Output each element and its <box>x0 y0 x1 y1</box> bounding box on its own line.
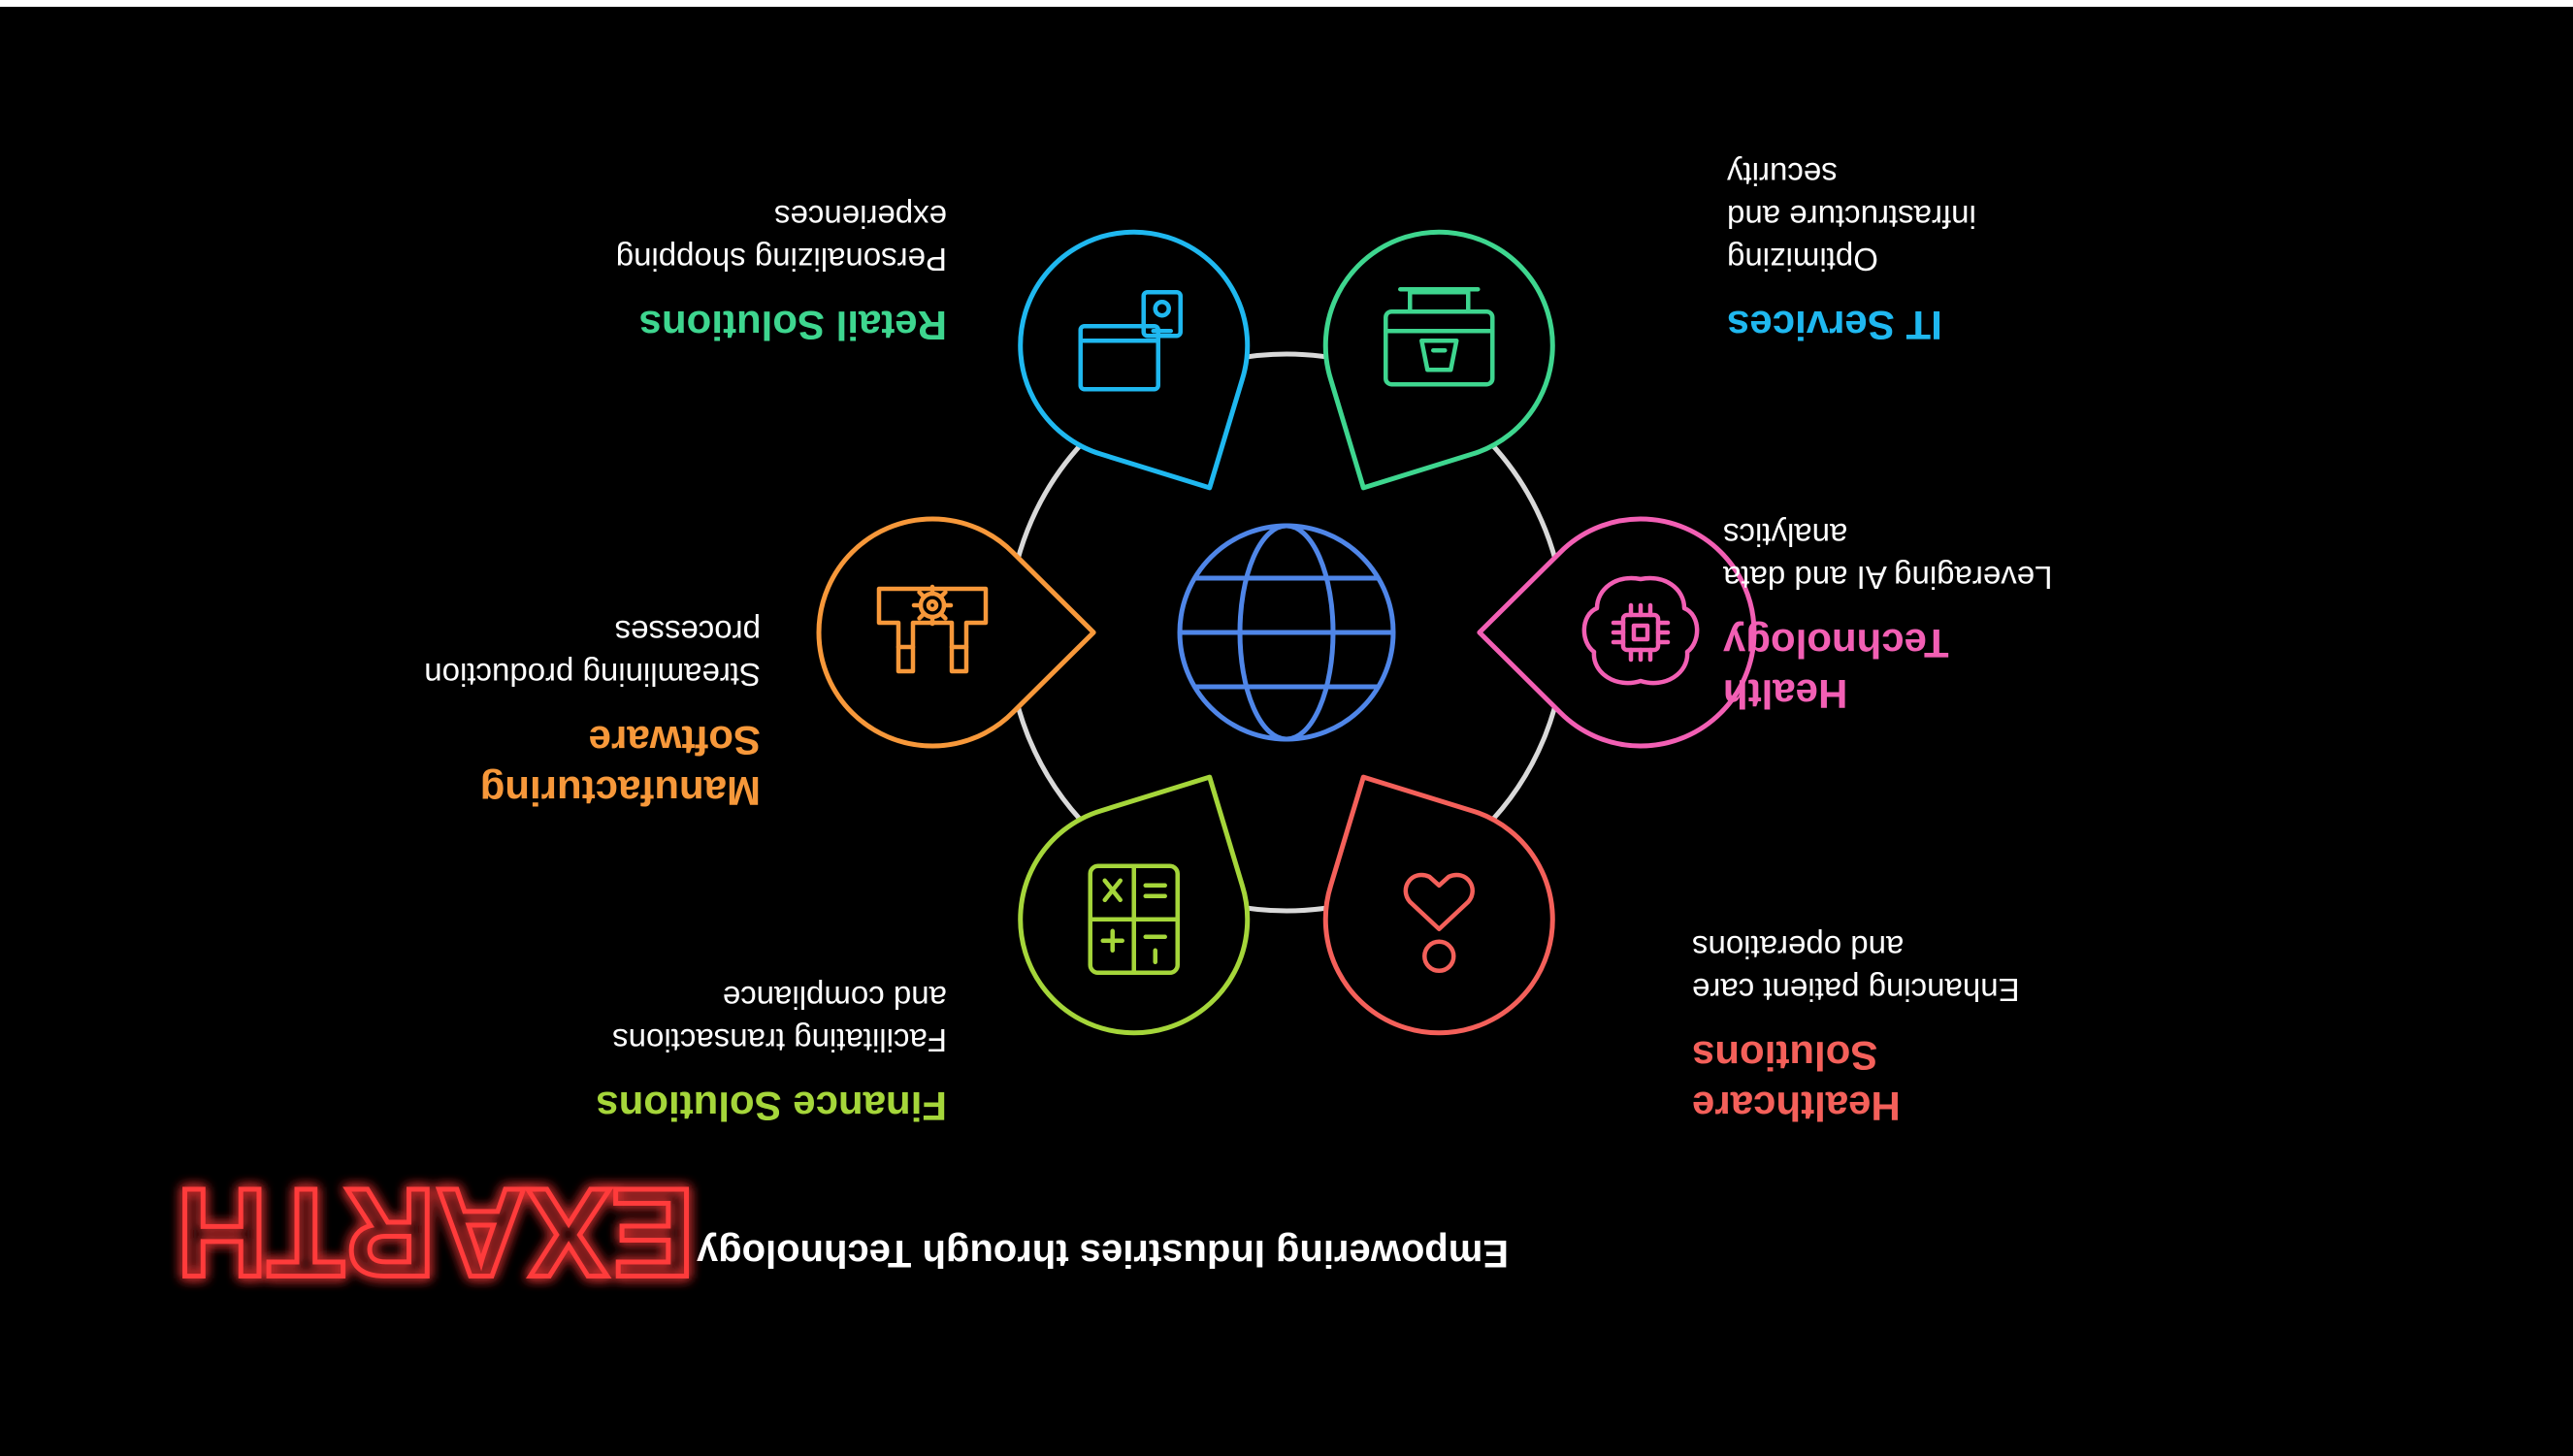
item-description: Personalizing shopping experiences <box>615 199 947 277</box>
item-finance-solutions: Finance Solutions Facilitating transacti… <box>501 976 947 1131</box>
infographic-canvas: Retail Solutions Personalizing shopping … <box>0 7 2573 1456</box>
teardrop-shape <box>816 516 1096 749</box>
item-health-technology: Health Technology Leveraging AI and data… <box>1723 513 2169 719</box>
node-shopping-basket <box>1322 229 1555 491</box>
node-server-plug <box>1018 229 1251 491</box>
brain-chip-icon <box>1581 575 1700 686</box>
item-title: Manufacturing Software <box>479 718 761 814</box>
item-title: Health Technology <box>1723 621 1949 717</box>
teardrop-shape <box>1018 229 1251 491</box>
calculator-icon <box>1088 863 1180 976</box>
teardrop-shape <box>1322 229 1555 491</box>
item-retail-solutions: Retail Solutions Personalizing shopping … <box>501 195 947 350</box>
item-manufacturing-software: Manufacturing Software Streamlining prod… <box>314 610 761 816</box>
item-title: Finance Solutions <box>596 1084 947 1129</box>
node-robotic-arm-gear <box>816 516 1096 749</box>
page-title: Empowering Industries through Technology <box>696 1232 1509 1275</box>
node-brain-chip <box>1477 516 1757 749</box>
item-description: Leveraging AI and data analytics <box>1723 517 2053 596</box>
teardrop-shape <box>1322 774 1555 1036</box>
item-description: Optimizing infrastructure and security <box>1727 156 1976 277</box>
heart-hand-icon <box>1403 872 1475 974</box>
item-title: Retail Solutions <box>638 303 947 348</box>
item-description: Facilitating transactions and compliance <box>612 980 947 1058</box>
shopping-basket-icon <box>1384 286 1495 387</box>
item-title: Healthcare Solutions <box>1692 1033 1901 1129</box>
exarth-logo: EXARTH <box>174 1160 697 1302</box>
item-description: Enhancing patient care and operations <box>1692 929 2020 1008</box>
hub-diagram <box>816 229 1757 1036</box>
logo-text: EXARTH <box>177 1162 695 1301</box>
globe-icon <box>1177 523 1396 742</box>
node-calculator <box>1018 774 1251 1036</box>
robotic-arm-gear-icon <box>876 584 989 674</box>
server-plug-icon <box>1078 289 1183 392</box>
item-description: Streamlining production processes <box>424 614 761 693</box>
item-it-services: IT Services Optimizing infrastructure an… <box>1727 152 2173 350</box>
item-healthcare-solutions: Healthcare Solutions Enhancing patient c… <box>1692 925 2138 1131</box>
rotated-stage: Retail Solutions Personalizing shopping … <box>0 7 2573 1456</box>
node-heart-hand <box>1322 774 1555 1036</box>
item-title: IT Services <box>1727 303 1942 348</box>
